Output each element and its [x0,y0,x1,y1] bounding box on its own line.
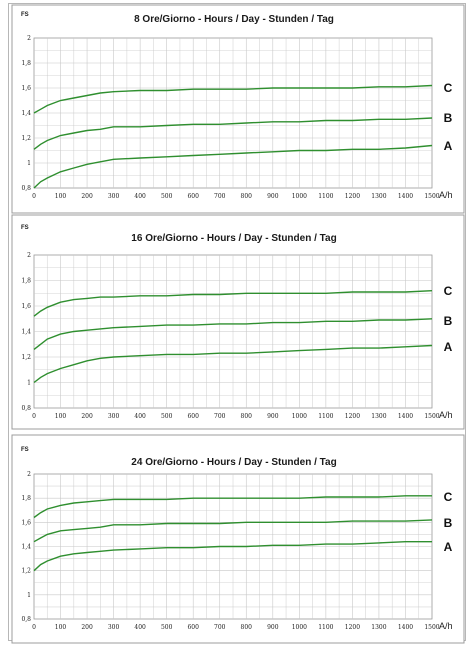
x-tick-label: 600 [187,193,199,200]
x-tick-label: 700 [214,193,226,200]
x-tick-label: 1100 [318,193,333,200]
y-axis-label: FS [21,12,29,18]
series-label-c: C [444,81,453,95]
series-label-b: B [444,111,453,125]
x-tick-label: 900 [267,413,279,420]
x-tick-label: 1000 [292,624,307,631]
x-tick-label: 0 [32,193,36,200]
x-tick-label: 1200 [345,624,360,631]
y-tick-label: 1,6 [21,519,31,526]
y-tick-label: 1,4 [21,329,31,336]
x-tick-label: 600 [187,624,199,631]
y-tick-label: 0,8 [21,405,31,412]
x-tick-label: 100 [55,624,67,631]
x-tick-label: 300 [108,193,120,200]
x-tick-label: 0 [32,413,36,420]
x-tick-label: 0 [32,624,36,631]
x-tick-label: 400 [134,413,146,420]
x-axis-label: A/h [439,190,453,200]
x-tick-label: 1100 [318,413,333,420]
chart-title: 16 Ore/Giorno - Hours / Day - Stunden / … [131,233,336,244]
x-tick-label: 1000 [292,193,307,200]
x-tick-label: 1500 [424,413,439,420]
y-tick-label: 1,8 [21,60,31,67]
x-tick-label: 1000 [292,413,307,420]
x-tick-label: 800 [241,624,253,631]
y-tick-label: 1,2 [21,354,31,361]
x-tick-label: 700 [214,624,226,631]
y-tick-label: 1,8 [21,278,31,285]
y-tick-label: 1,2 [21,568,31,575]
y-tick-label: 1,4 [21,110,31,117]
x-axis-label: A/h [439,410,453,420]
x-tick-label: 500 [161,624,173,631]
x-tick-label: 1400 [398,624,413,631]
x-tick-label: 200 [81,413,93,420]
x-tick-label: 200 [81,624,93,631]
y-tick-label: 2 [27,471,31,478]
x-tick-label: 100 [55,413,67,420]
y-tick-label: 2 [27,35,31,42]
x-tick-label: 300 [108,413,120,420]
x-tick-label: 100 [55,193,67,200]
y-tick-label: 2 [27,252,31,259]
x-tick-label: 1300 [371,413,386,420]
x-tick-label: 1200 [345,413,360,420]
x-tick-label: 200 [81,193,93,200]
y-tick-label: 0,8 [21,616,31,623]
x-tick-label: 800 [241,413,253,420]
chart-title: 8 Ore/Giorno - Hours / Day - Stunden / T… [134,14,334,25]
y-tick-label: 1,6 [21,85,31,92]
x-tick-label: 500 [161,413,173,420]
chart-panel-1: 8 Ore/Giorno - Hours / Day - Stunden / T… [12,5,464,213]
x-tick-label: 600 [187,413,199,420]
y-tick-label: 1,6 [21,303,31,310]
series-label-b: B [444,516,453,530]
x-tick-label: 1300 [371,193,386,200]
y-tick-label: 0,8 [21,185,31,192]
chart-panel-2: 16 Ore/Giorno - Hours / Day - Stunden / … [12,215,464,429]
chart-title: 24 Ore/Giorno - Hours / Day - Stunden / … [131,457,336,468]
x-tick-label: 900 [267,624,279,631]
x-tick-label: 800 [241,193,253,200]
x-tick-label: 400 [134,624,146,631]
x-tick-label: 1100 [318,624,333,631]
series-label-c: C [444,284,453,298]
chart-panel-3: 24 Ore/Giorno - Hours / Day - Stunden / … [12,435,464,643]
y-tick-label: 1,4 [21,544,31,551]
x-axis-label: A/h [439,621,453,631]
x-tick-label: 1200 [345,193,360,200]
y-axis-label: FS [21,447,29,453]
x-tick-label: 1300 [371,624,386,631]
x-tick-label: 1400 [398,193,413,200]
x-tick-label: 1400 [398,413,413,420]
y-axis-label: FS [21,225,29,231]
y-tick-label: 1 [27,380,31,387]
y-tick-label: 1,2 [21,135,31,142]
series-label-a: A [444,540,453,554]
x-tick-label: 300 [108,624,120,631]
y-tick-label: 1 [27,160,31,167]
series-label-a: A [444,139,453,153]
y-tick-label: 1,8 [21,495,31,502]
x-tick-label: 1500 [424,193,439,200]
series-label-c: C [444,490,453,504]
x-tick-label: 1500 [424,624,439,631]
x-tick-label: 500 [161,193,173,200]
x-tick-label: 700 [214,413,226,420]
x-tick-label: 400 [134,193,146,200]
series-label-b: B [444,314,453,328]
y-tick-label: 1 [27,592,31,599]
series-label-a: A [444,340,453,354]
x-tick-label: 900 [267,193,279,200]
